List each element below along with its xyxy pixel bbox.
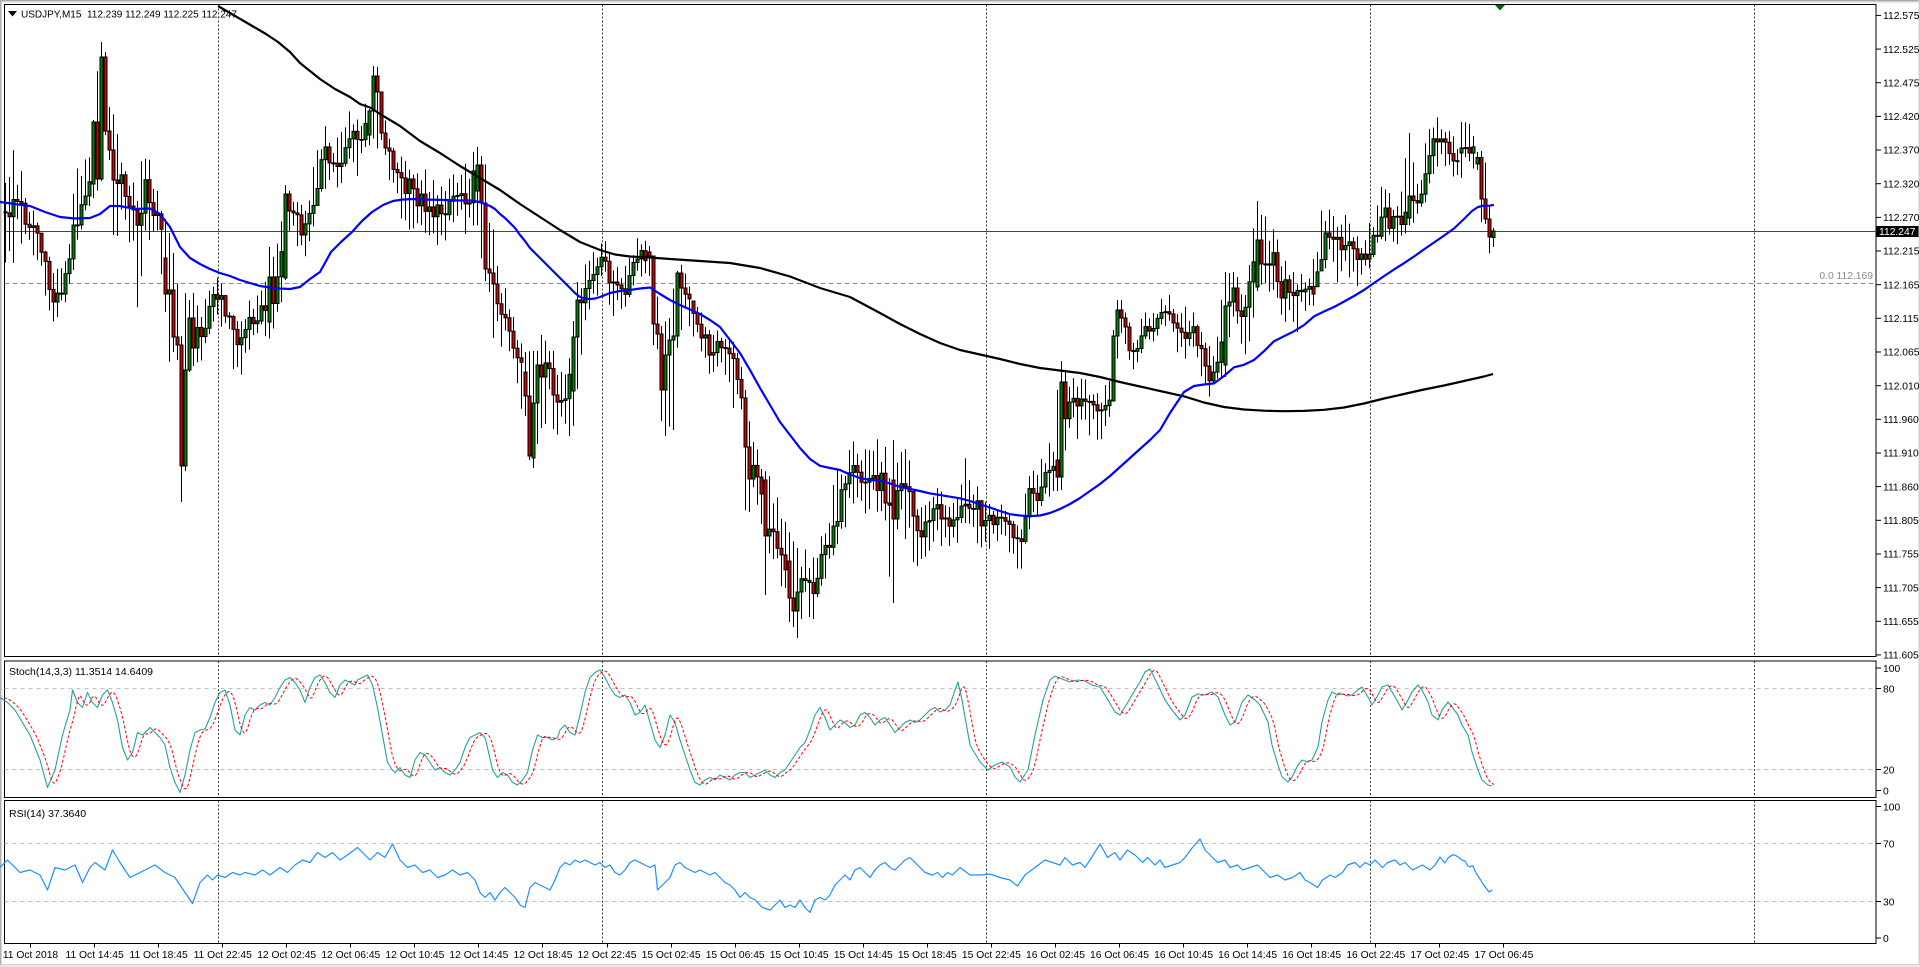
svg-text:112.115: 112.115 [1883,314,1919,325]
svg-text:100: 100 [1883,803,1900,814]
svg-text:111.705: 111.705 [1883,583,1919,594]
svg-text:112.247: 112.247 [1879,227,1916,238]
svg-text:16 Oct 22:45: 16 Oct 22:45 [1346,950,1405,961]
svg-text:15 Oct 02:45: 15 Oct 02:45 [642,950,701,961]
svg-text:111.605: 111.605 [1883,651,1919,662]
svg-text:16 Oct 10:45: 16 Oct 10:45 [1154,950,1213,961]
svg-text:12 Oct 02:45: 12 Oct 02:45 [257,950,316,961]
svg-text:15 Oct 14:45: 15 Oct 14:45 [834,950,893,961]
svg-text:20: 20 [1883,766,1895,777]
svg-text:12 Oct 18:45: 12 Oct 18:45 [514,950,573,961]
svg-text:USDJPY,M15 112.239 112.249 11: USDJPY,M15 112.239 112.249 112.225 112.2… [21,10,237,21]
svg-text:112.010: 112.010 [1883,381,1920,392]
svg-text:16 Oct 18:45: 16 Oct 18:45 [1282,950,1341,961]
svg-text:111.805: 111.805 [1883,516,1919,527]
svg-text:12 Oct 22:45: 12 Oct 22:45 [578,950,637,961]
svg-text:0: 0 [1883,934,1889,945]
svg-text:Stoch(14,3,3) 11.3514 14.6409: Stoch(14,3,3) 11.3514 14.6409 [9,666,153,678]
svg-text:12 Oct 14:45: 12 Oct 14:45 [449,950,508,961]
svg-text:16 Oct 14:45: 16 Oct 14:45 [1218,950,1277,961]
svg-text:111.860: 111.860 [1883,482,1919,493]
svg-text:100: 100 [1883,664,1900,675]
svg-text:17 Oct 02:45: 17 Oct 02:45 [1410,950,1469,961]
svg-text:15 Oct 10:45: 15 Oct 10:45 [770,950,829,961]
svg-text:16 Oct 02:45: 16 Oct 02:45 [1026,950,1085,961]
svg-text:11 Oct 2018: 11 Oct 2018 [3,950,59,961]
svg-text:112.065: 112.065 [1883,348,1920,359]
svg-text:15 Oct 06:45: 15 Oct 06:45 [706,950,765,961]
svg-text:30: 30 [1883,898,1895,909]
svg-text:112.370: 112.370 [1883,146,1920,157]
svg-text:11 Oct 22:45: 11 Oct 22:45 [194,950,252,961]
svg-text:11 Oct 18:45: 11 Oct 18:45 [129,950,187,961]
svg-text:0.0 112.169: 0.0 112.169 [1819,271,1873,282]
svg-text:12 Oct 10:45: 12 Oct 10:45 [385,950,444,961]
svg-text:112.320: 112.320 [1883,179,1920,190]
svg-text:80: 80 [1883,685,1895,696]
svg-text:16 Oct 06:45: 16 Oct 06:45 [1090,950,1149,961]
svg-text:112.270: 112.270 [1883,213,1920,224]
svg-text:112.215: 112.215 [1883,247,1920,258]
svg-text:RSI(14) 37.3640: RSI(14) 37.3640 [9,808,86,820]
svg-text:112.475: 112.475 [1883,78,1920,89]
svg-text:112.420: 112.420 [1883,112,1920,123]
svg-text:111.960: 111.960 [1883,415,1919,426]
svg-text:112.525: 112.525 [1883,45,1920,56]
svg-text:11 Oct 14:45: 11 Oct 14:45 [65,950,123,961]
svg-text:12 Oct 06:45: 12 Oct 06:45 [321,950,380,961]
svg-text:111.910: 111.910 [1883,449,1919,460]
svg-text:111.755: 111.755 [1883,550,1919,561]
svg-text:112.165: 112.165 [1883,280,1920,291]
svg-text:15 Oct 22:45: 15 Oct 22:45 [962,950,1021,961]
svg-text:70: 70 [1883,840,1895,851]
svg-text:17 Oct 06:45: 17 Oct 06:45 [1474,950,1533,961]
svg-text:111.655: 111.655 [1883,617,1919,628]
svg-text:15 Oct 18:45: 15 Oct 18:45 [898,950,957,961]
svg-text:0: 0 [1883,787,1889,798]
svg-text:112.575: 112.575 [1883,11,1920,22]
